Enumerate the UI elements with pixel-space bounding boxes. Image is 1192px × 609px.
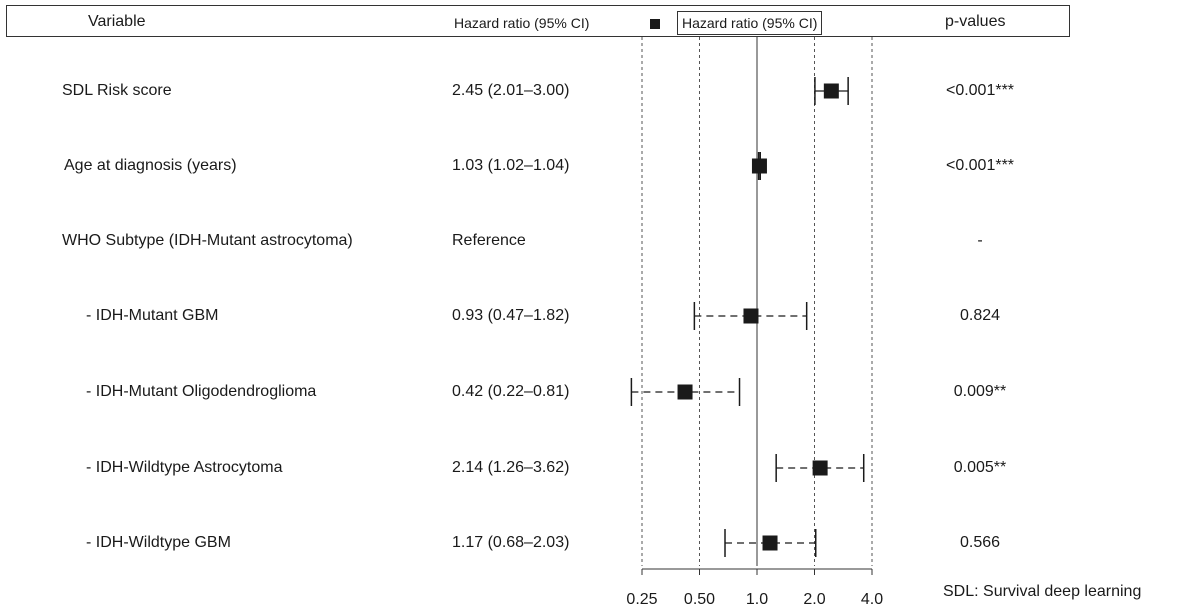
row-hazard-ratio: 1.03 (1.02–1.04) xyxy=(452,157,570,174)
row-hazard-ratio: Reference xyxy=(452,232,526,249)
row-p-value: 0.005** xyxy=(953,459,1007,476)
row-p-value: - xyxy=(977,232,983,249)
x-tick-label: 4.0 xyxy=(861,591,883,608)
x-tick-label: 2.0 xyxy=(803,591,825,608)
hr-point-marker xyxy=(812,460,828,476)
hr-point-marker xyxy=(751,158,767,174)
x-tick-label: 0.50 xyxy=(684,591,715,608)
header-variable: Variable xyxy=(88,13,146,30)
header-p-values: p-values xyxy=(945,13,1006,30)
row-hazard-ratio: 1.17 (0.68–2.03) xyxy=(452,534,570,551)
hr-point-marker xyxy=(677,384,693,400)
row-p-value: 0.009** xyxy=(953,383,1007,400)
row-hazard-ratio: 2.14 (1.26–3.62) xyxy=(452,459,570,476)
x-tick-label: 0.25 xyxy=(626,591,657,608)
row-label: WHO Subtype (IDH-Mutant astrocytoma) xyxy=(62,232,353,249)
header-hazard-ratio: Hazard ratio (95% CI) xyxy=(454,15,590,31)
row-label: - IDH-Wildtype GBM xyxy=(86,534,231,551)
row-label: - IDH-Mutant Oligodendroglioma xyxy=(86,383,317,400)
row-p-value: <0.001*** xyxy=(945,82,1015,99)
row-label: Age at diagnosis (years) xyxy=(64,157,237,174)
row-p-value: <0.001*** xyxy=(945,157,1015,174)
row-p-value: 0.566 xyxy=(959,534,1001,551)
hr-point-marker xyxy=(823,83,839,99)
row-hazard-ratio: 2.45 (2.01–3.00) xyxy=(452,82,570,99)
x-tick-label: 1.0 xyxy=(746,591,768,608)
hr-point-marker xyxy=(743,308,759,324)
legend-marker-icon xyxy=(650,19,660,29)
row-label: - IDH-Mutant GBM xyxy=(86,307,219,324)
row-p-value: 0.824 xyxy=(959,307,1001,324)
row-label: - IDH-Wildtype Astrocytoma xyxy=(86,459,283,476)
legend-label: Hazard ratio (95% CI) xyxy=(677,11,823,35)
hr-point-marker xyxy=(762,535,778,551)
footnote: SDL: Survival deep learning xyxy=(943,583,1142,600)
row-hazard-ratio: 0.42 (0.22–0.81) xyxy=(452,383,570,400)
row-hazard-ratio: 0.93 (0.47–1.82) xyxy=(452,307,570,324)
header-box xyxy=(6,5,1070,37)
row-label: SDL Risk score xyxy=(62,82,172,99)
